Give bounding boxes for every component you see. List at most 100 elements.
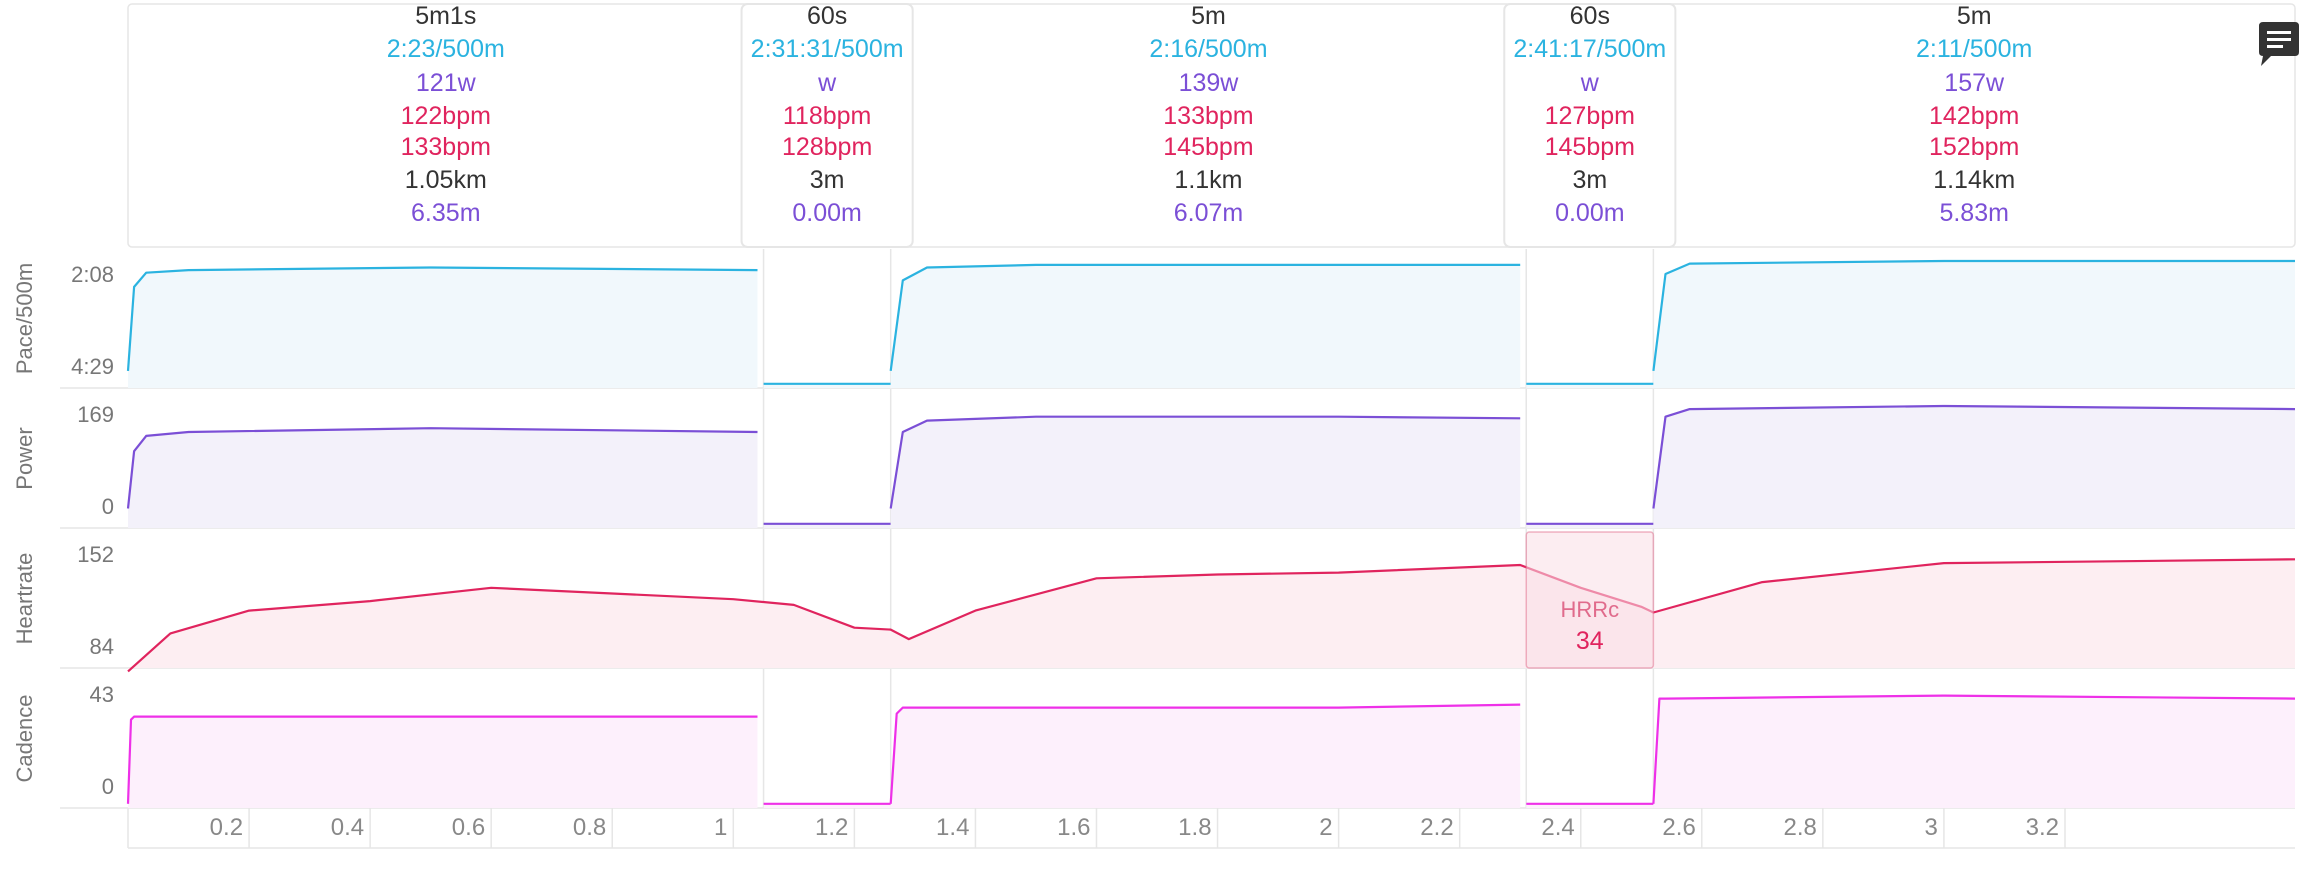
interval-distance: 1.14km (1933, 166, 2015, 194)
series-line-power (889, 415, 1521, 509)
interval-hr-max: 128bpm (782, 133, 872, 161)
interval-duration: 5m (1957, 2, 1992, 30)
series-area-pace (1653, 261, 2295, 388)
panel-power: Power 169 0 (12, 389, 2296, 529)
panel-label: Pace/500m (12, 263, 37, 374)
y-tick-label-top: 169 (77, 402, 114, 427)
hrrc-label: HRRc (1560, 597, 1619, 622)
y-tick-label-bottom: 0 (102, 494, 114, 519)
series-line-cadence (126, 715, 758, 804)
interval-stroke: 0.00m (792, 199, 861, 227)
panel-label: Power (12, 427, 37, 489)
interval-hr-avg: 127bpm (1545, 102, 1635, 130)
interval-distance: 3m (810, 166, 845, 194)
interval-stroke: 6.07m (1174, 199, 1243, 227)
interval-pace: 2:23/500m (387, 35, 505, 63)
interval-hr-avg: 142bpm (1929, 102, 2019, 130)
x-tick-label: 0.4 (331, 814, 364, 841)
interval-power: 139w (1179, 69, 1240, 97)
interval-hr-avg: 118bpm (783, 102, 872, 130)
interval-pace: 2:11/500m (1916, 35, 2032, 63)
series-area-pace (128, 267, 758, 388)
interval-pace: 2:16/500m (1149, 35, 1267, 63)
x-tick-label: 1.8 (1178, 814, 1211, 841)
x-tick-label: 0.8 (573, 814, 606, 841)
interval-duration: 5m1s (415, 2, 476, 30)
interval-pace: 2:41:17/500m (1513, 35, 1666, 63)
series-line-power (1652, 404, 2296, 509)
chat-lines-icon[interactable] (2259, 22, 2299, 66)
series-line-pace (126, 266, 758, 371)
interval-hr-avg: 133bpm (1163, 102, 1253, 130)
series-area-cadence (128, 716, 758, 808)
series-line-heartrate (127, 558, 2296, 673)
x-tick-label: 0.6 (452, 814, 485, 841)
series-line-cadence (889, 703, 1521, 804)
x-tick-label: 3 (1925, 814, 1938, 841)
panel-label: Cadence (12, 694, 37, 782)
x-tick-label: 2.4 (1541, 814, 1574, 841)
x-tick-label: 1.6 (1057, 814, 1090, 841)
interval-hr-max: 152bpm (1929, 133, 2019, 161)
interval-rest-box (740, 3, 914, 248)
interval-hr-max: 133bpm (401, 133, 491, 161)
x-tick-label: 0.2 (210, 814, 243, 841)
interval-distance: 1.1km (1174, 166, 1242, 194)
x-tick-label: 1 (714, 814, 727, 841)
interval-pace: 2:31:31/500m (751, 35, 904, 63)
interval-power: w (817, 69, 837, 97)
x-tick-label: 2.6 (1662, 814, 1695, 841)
series-area-pace (890, 264, 1521, 388)
series-area-power (890, 416, 1521, 528)
series-area-cadence (890, 704, 1521, 808)
panel-label: Heartrate (12, 553, 37, 645)
series-line-pace (1652, 259, 2295, 372)
interval-stroke: 6.35m (411, 199, 480, 227)
interval-power: w (1580, 69, 1600, 97)
interval-hr-avg: 122bpm (401, 102, 491, 130)
y-tick-label-top: 2:08 (71, 262, 114, 287)
series-area-power (1653, 406, 2295, 528)
x-tick-label: 2.2 (1420, 814, 1453, 841)
interval-rest-box (1503, 3, 1677, 248)
interval-distance: 1.05km (405, 166, 487, 194)
y-tick-label-bottom: 84 (90, 634, 114, 659)
x-tick-label: 2.8 (1783, 814, 1816, 841)
panel-heartrate: Heartrate 152 84 (12, 529, 2296, 673)
x-tick-label: 1.4 (936, 814, 969, 841)
interval-duration: 60s (807, 2, 847, 30)
y-tick-label-bottom: 0 (102, 774, 114, 799)
series-line-cadence (1652, 694, 2296, 804)
interval-stroke: 0.00m (1555, 199, 1624, 227)
interval-distance: 3m (1572, 166, 1607, 194)
series-area-power (128, 428, 758, 528)
chat-line (2267, 38, 2291, 41)
panel-cadence: Cadence 43 0 (12, 669, 2296, 809)
series-line-power (126, 427, 758, 509)
interval-stroke: 5.83m (1939, 199, 2008, 227)
series-line-pace (889, 263, 1521, 372)
header-frame (127, 3, 2296, 248)
y-tick-label-bottom: 4:29 (71, 354, 114, 379)
interval-duration: 5m (1191, 2, 1226, 30)
interval-power: 121w (416, 69, 477, 97)
y-tick-label-top: 152 (77, 542, 114, 567)
interval-power: 157w (1944, 69, 2005, 97)
interval-duration: 60s (1570, 2, 1610, 30)
panel-pace: Pace/500m 2:08 4:29 (12, 249, 2295, 389)
chat-bubble-shape (2259, 22, 2299, 66)
x-tick-label: 3.2 (2026, 814, 2059, 841)
chat-line (2267, 31, 2291, 34)
interval-hr-max: 145bpm (1545, 133, 1635, 161)
interval-hr-max: 145bpm (1163, 133, 1253, 161)
x-tick-label: 1.2 (815, 814, 848, 841)
hrrc-box (1525, 531, 1655, 669)
y-tick-label-top: 43 (90, 682, 114, 707)
chat-line (2267, 45, 2283, 48)
x-tick-label: 2 (1319, 814, 1332, 841)
hrrc-annotation: HRRc 34 (1525, 531, 1655, 669)
hrrc-value: 34 (1576, 627, 1604, 655)
series-area-cadence (1653, 695, 2295, 808)
